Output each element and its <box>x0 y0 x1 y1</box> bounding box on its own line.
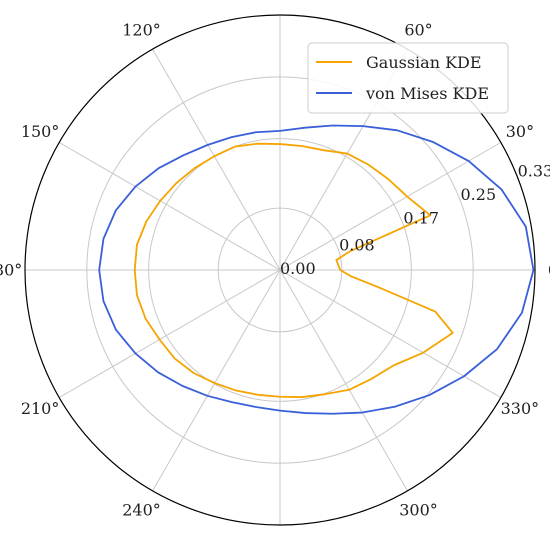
theta-tick-label-240: 240° <box>122 500 161 519</box>
angular-gridline-5 <box>58 142 281 271</box>
theta-tick-label-150: 150° <box>21 122 60 141</box>
theta-tick-label-270: 270° <box>261 538 300 540</box>
theta-tick-label-0: 0° <box>548 261 550 280</box>
angular-gridline-7 <box>58 269 281 398</box>
theta-tick-label-120: 120° <box>122 21 161 40</box>
r-tick-label-4: 0.33 <box>518 161 550 180</box>
r-tick-label-3: 0.25 <box>461 185 497 204</box>
legend-box <box>307 42 509 114</box>
series-line-gaussian <box>133 142 454 398</box>
theta-tick-label-330: 330° <box>501 399 540 418</box>
theta-tick-label-60: 60° <box>404 21 432 40</box>
theta-tick-label-210: 210° <box>21 399 60 418</box>
series-layer <box>98 124 535 415</box>
r-tick-label-2: 0.17 <box>403 209 439 228</box>
theta-tick-label-180: 180° <box>0 261 22 280</box>
theta-tick-label-90: 90° <box>266 0 294 3</box>
angular-gridline-1 <box>279 142 502 271</box>
legend: Gaussian KDE von Mises KDE <box>307 42 509 114</box>
theta-tick-label-30: 30° <box>506 122 534 141</box>
theta-tick-label-300: 300° <box>399 500 438 519</box>
series-line-vonmises <box>98 124 535 415</box>
angular-gridline-10 <box>279 269 408 492</box>
r-tick-label-0: 0.00 <box>280 259 316 278</box>
r-tick-label-1: 0.08 <box>339 235 375 254</box>
legend-label-vonmises: von Mises KDE <box>365 84 489 103</box>
outer-ring <box>24 14 536 526</box>
angular-gridline-11 <box>279 269 502 398</box>
legend-label-gaussian: Gaussian KDE <box>366 53 482 72</box>
angular-gridline-8 <box>152 269 281 492</box>
angular-gridline-4 <box>152 48 281 271</box>
